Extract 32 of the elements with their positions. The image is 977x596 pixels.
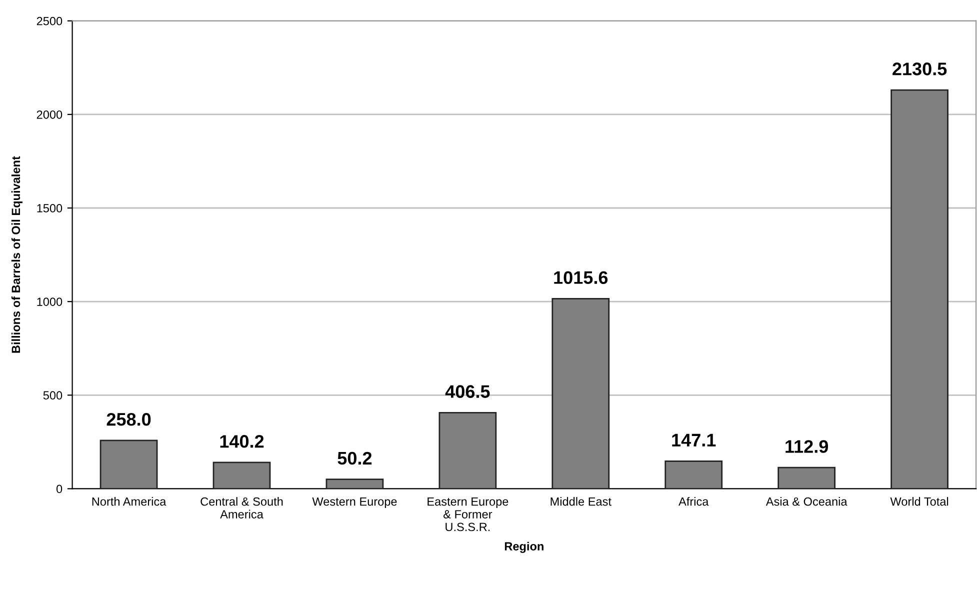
y-tick-label: 1500 [37, 204, 62, 212]
bar [100, 440, 158, 489]
bar [212, 462, 271, 489]
x-tick-label: World Total [890, 497, 948, 506]
y-tick-label: 500 [43, 391, 62, 400]
y-tick-label: 1000 [37, 298, 62, 306]
x-tick-label: Western Europe [312, 497, 397, 508]
x-tick-label: North America [92, 497, 166, 506]
x-tick-label: Central & South America [200, 497, 283, 518]
bar [552, 298, 610, 489]
data-label: 1015.6 [554, 271, 608, 284]
bar [778, 466, 836, 489]
data-label: 50.2 [338, 452, 372, 465]
bar [890, 89, 948, 489]
x-axis-title: Region [504, 542, 544, 553]
x-tick-label: Africa [678, 497, 709, 506]
data-label: 2130.5 [892, 62, 947, 76]
data-label: 147.1 [672, 434, 716, 446]
data-label: 258.0 [106, 412, 151, 426]
bar [326, 478, 384, 489]
data-label: 140.2 [220, 435, 264, 448]
y-axis-title: Billions of Barrels of Oil Equivalent [11, 156, 22, 353]
data-label: 112.9 [786, 440, 828, 453]
x-tick-label: Asia & Oceania [766, 497, 848, 506]
y-tick-label: 2000 [36, 110, 62, 119]
y-tick-label: 0 [56, 484, 62, 494]
data-label: 406.5 [445, 385, 490, 398]
bar [664, 460, 723, 489]
x-tick-label: Eastern Europe & Former U.S.S.R. [428, 497, 508, 532]
x-tick-label: Middle East [550, 497, 612, 506]
bar [438, 412, 497, 489]
y-tick-label: 2500 [36, 16, 62, 26]
